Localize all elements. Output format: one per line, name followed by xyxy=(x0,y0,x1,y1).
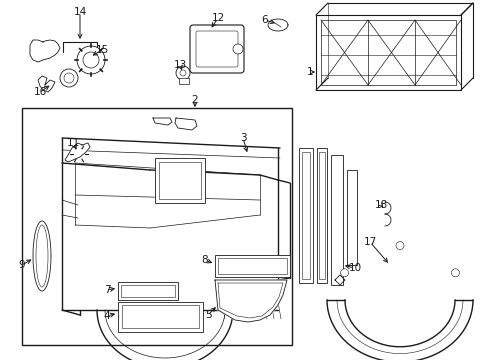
Text: 8: 8 xyxy=(201,255,208,265)
Text: 18: 18 xyxy=(374,200,387,210)
Polygon shape xyxy=(65,143,90,162)
Circle shape xyxy=(77,46,105,74)
Bar xyxy=(330,155,342,285)
Bar xyxy=(122,305,199,328)
Polygon shape xyxy=(153,118,172,125)
Bar xyxy=(315,15,460,90)
Text: 3: 3 xyxy=(239,133,246,143)
Circle shape xyxy=(395,242,403,249)
FancyBboxPatch shape xyxy=(190,25,244,73)
Text: 12: 12 xyxy=(211,13,224,23)
Circle shape xyxy=(60,69,78,87)
Text: 14: 14 xyxy=(73,7,86,17)
Bar xyxy=(302,152,309,279)
Bar xyxy=(155,158,204,203)
Bar xyxy=(179,78,189,84)
Bar xyxy=(346,170,356,265)
Text: 10: 10 xyxy=(348,263,361,273)
Text: 4: 4 xyxy=(103,311,110,321)
Text: 11: 11 xyxy=(66,138,80,148)
Text: 16: 16 xyxy=(33,87,46,97)
Text: 5: 5 xyxy=(204,310,211,320)
Text: 1: 1 xyxy=(306,67,313,77)
Polygon shape xyxy=(30,40,60,62)
Circle shape xyxy=(232,44,243,54)
Circle shape xyxy=(450,269,459,277)
Text: 9: 9 xyxy=(19,260,25,270)
Bar xyxy=(218,258,286,274)
Polygon shape xyxy=(215,280,286,322)
Text: 6: 6 xyxy=(261,15,268,25)
Circle shape xyxy=(340,269,348,277)
Text: 15: 15 xyxy=(95,45,108,55)
Circle shape xyxy=(176,66,190,80)
Bar xyxy=(316,148,326,283)
Bar xyxy=(215,255,289,277)
Text: 17: 17 xyxy=(363,237,376,247)
Bar xyxy=(121,285,175,297)
Bar xyxy=(320,20,455,85)
Circle shape xyxy=(83,52,99,68)
Text: 13: 13 xyxy=(173,60,186,70)
Text: 7: 7 xyxy=(103,285,110,295)
Bar xyxy=(318,152,325,279)
Bar xyxy=(298,148,312,283)
Polygon shape xyxy=(175,118,197,130)
Bar xyxy=(22,108,291,345)
Bar xyxy=(118,302,203,332)
Bar xyxy=(118,282,178,300)
Text: 2: 2 xyxy=(191,95,198,105)
Circle shape xyxy=(64,73,74,83)
Bar xyxy=(159,162,201,199)
Ellipse shape xyxy=(33,221,51,291)
